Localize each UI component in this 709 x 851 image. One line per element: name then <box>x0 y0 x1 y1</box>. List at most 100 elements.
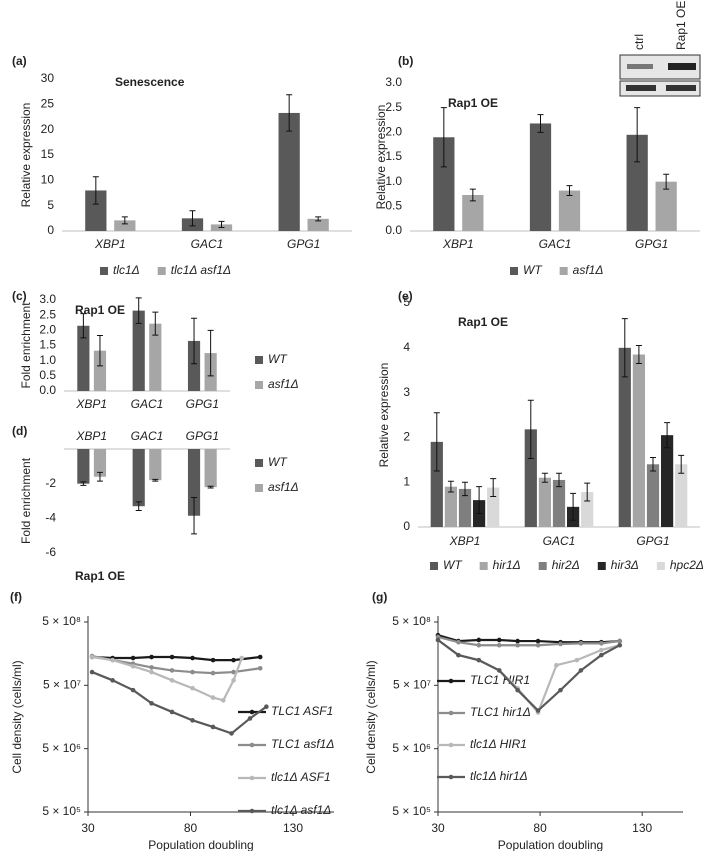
x-axis-label: Population doubling <box>148 838 253 851</box>
marker <box>210 724 216 730</box>
legend-swatch <box>597 562 606 570</box>
marker <box>130 687 136 693</box>
marker <box>149 654 154 660</box>
bar <box>675 464 688 527</box>
marker <box>617 638 623 644</box>
legend-marker <box>448 742 454 748</box>
marker <box>210 657 216 663</box>
y-tick-label: 0.5 <box>39 368 56 382</box>
y-tick-label: 2 <box>403 430 410 444</box>
error-bar <box>469 188 476 202</box>
marker <box>558 641 563 647</box>
line <box>437 639 621 713</box>
legend-swatch <box>656 562 665 570</box>
x-tick-label: 80 <box>533 821 547 835</box>
error-bar <box>189 210 196 227</box>
legend-label: tlc1Δ HIR1 <box>470 737 527 751</box>
marker <box>110 678 115 683</box>
inset-label: ctrl <box>632 34 646 50</box>
bar <box>77 449 90 484</box>
marker <box>257 654 263 660</box>
legend-label: hir3Δ <box>611 558 639 572</box>
y-tick-label: 30 <box>41 71 55 85</box>
y-tick-label: 5 × 10⁵ <box>42 804 81 818</box>
error-bar <box>315 216 322 222</box>
bar <box>430 441 443 527</box>
chart-title: Senescence <box>115 75 185 89</box>
y-tick-label: 1.5 <box>385 149 402 163</box>
error-bar <box>570 492 577 521</box>
marker <box>456 639 461 645</box>
bar <box>462 194 484 231</box>
error-bar <box>462 481 468 497</box>
marker <box>515 642 520 648</box>
legend-swatch <box>157 267 166 275</box>
marker <box>515 687 520 693</box>
legend-label: tlc1Δ asf1Δ <box>271 803 331 817</box>
legend-marker <box>249 742 255 748</box>
error-bar <box>135 297 142 324</box>
y-tick-label: 1.0 <box>39 353 56 367</box>
x-tick-label: XBP1 <box>94 237 126 251</box>
bar <box>632 354 646 527</box>
marker <box>435 637 441 643</box>
error-bar <box>80 481 87 486</box>
error-bar <box>191 317 198 365</box>
y-tick-label: 5 × 10⁶ <box>392 741 431 755</box>
legend-swatch <box>430 562 438 570</box>
blot-band <box>626 85 656 91</box>
chart-title: Rap1 OE <box>75 303 125 317</box>
bar <box>307 218 329 231</box>
bar <box>187 340 201 391</box>
marker <box>535 642 541 648</box>
marker <box>130 655 136 661</box>
error-bar <box>650 457 656 472</box>
legend-swatch <box>255 356 263 364</box>
marker <box>476 657 482 663</box>
error-bar <box>663 173 670 190</box>
bar <box>149 449 162 481</box>
y-axis-label: Cell density (cells/ml) <box>10 660 24 773</box>
bar <box>278 112 300 231</box>
legend-label: TLC1 HIR1 <box>470 673 530 687</box>
marker <box>229 731 234 736</box>
x-tick-label: GPG1 <box>635 237 668 251</box>
legend-label: TLC1 ASF1 <box>271 704 333 718</box>
panel-label: (c) <box>12 289 27 303</box>
y-tick-label: 0.0 <box>385 223 402 237</box>
x-tick-label: GPG1 <box>186 397 219 411</box>
legend-swatch <box>255 459 263 467</box>
legend-marker <box>249 709 255 715</box>
x-tick-label: GPG1 <box>636 534 669 548</box>
error-bar <box>537 114 544 133</box>
y-tick-label: 1.0 <box>385 174 402 188</box>
bar <box>646 464 660 527</box>
bar <box>558 190 581 231</box>
marker <box>456 652 461 658</box>
legend-label: TLC1 hir1Δ <box>470 705 531 719</box>
marker <box>169 654 175 660</box>
marker <box>554 662 559 668</box>
y-tick-label: 2.5 <box>385 100 402 114</box>
marker <box>169 678 175 683</box>
x-tick-label: GAC1 <box>131 397 164 411</box>
marker <box>558 687 563 693</box>
blot-frame <box>619 80 701 97</box>
line <box>91 655 243 702</box>
legend-label: hpc2Δ <box>670 558 704 572</box>
legend-label: tlc1Δ <box>113 263 140 277</box>
error-bar <box>584 482 591 502</box>
error-bar <box>286 94 293 132</box>
panel-label: (d) <box>12 424 27 438</box>
legend-swatch <box>559 267 568 275</box>
marker <box>149 665 154 670</box>
legend-label: TLC1 asf1Δ <box>271 737 334 751</box>
chart-title: Rap1 OE <box>448 96 498 110</box>
error-bar <box>447 480 454 493</box>
y-tick-label: 5 <box>403 295 410 309</box>
marker <box>231 678 236 683</box>
y-tick-label: 5 × 10⁸ <box>392 614 431 628</box>
legend-label: tlc1Δ ASF1 <box>271 770 331 784</box>
legend-swatch <box>255 484 263 492</box>
marker <box>169 668 175 673</box>
